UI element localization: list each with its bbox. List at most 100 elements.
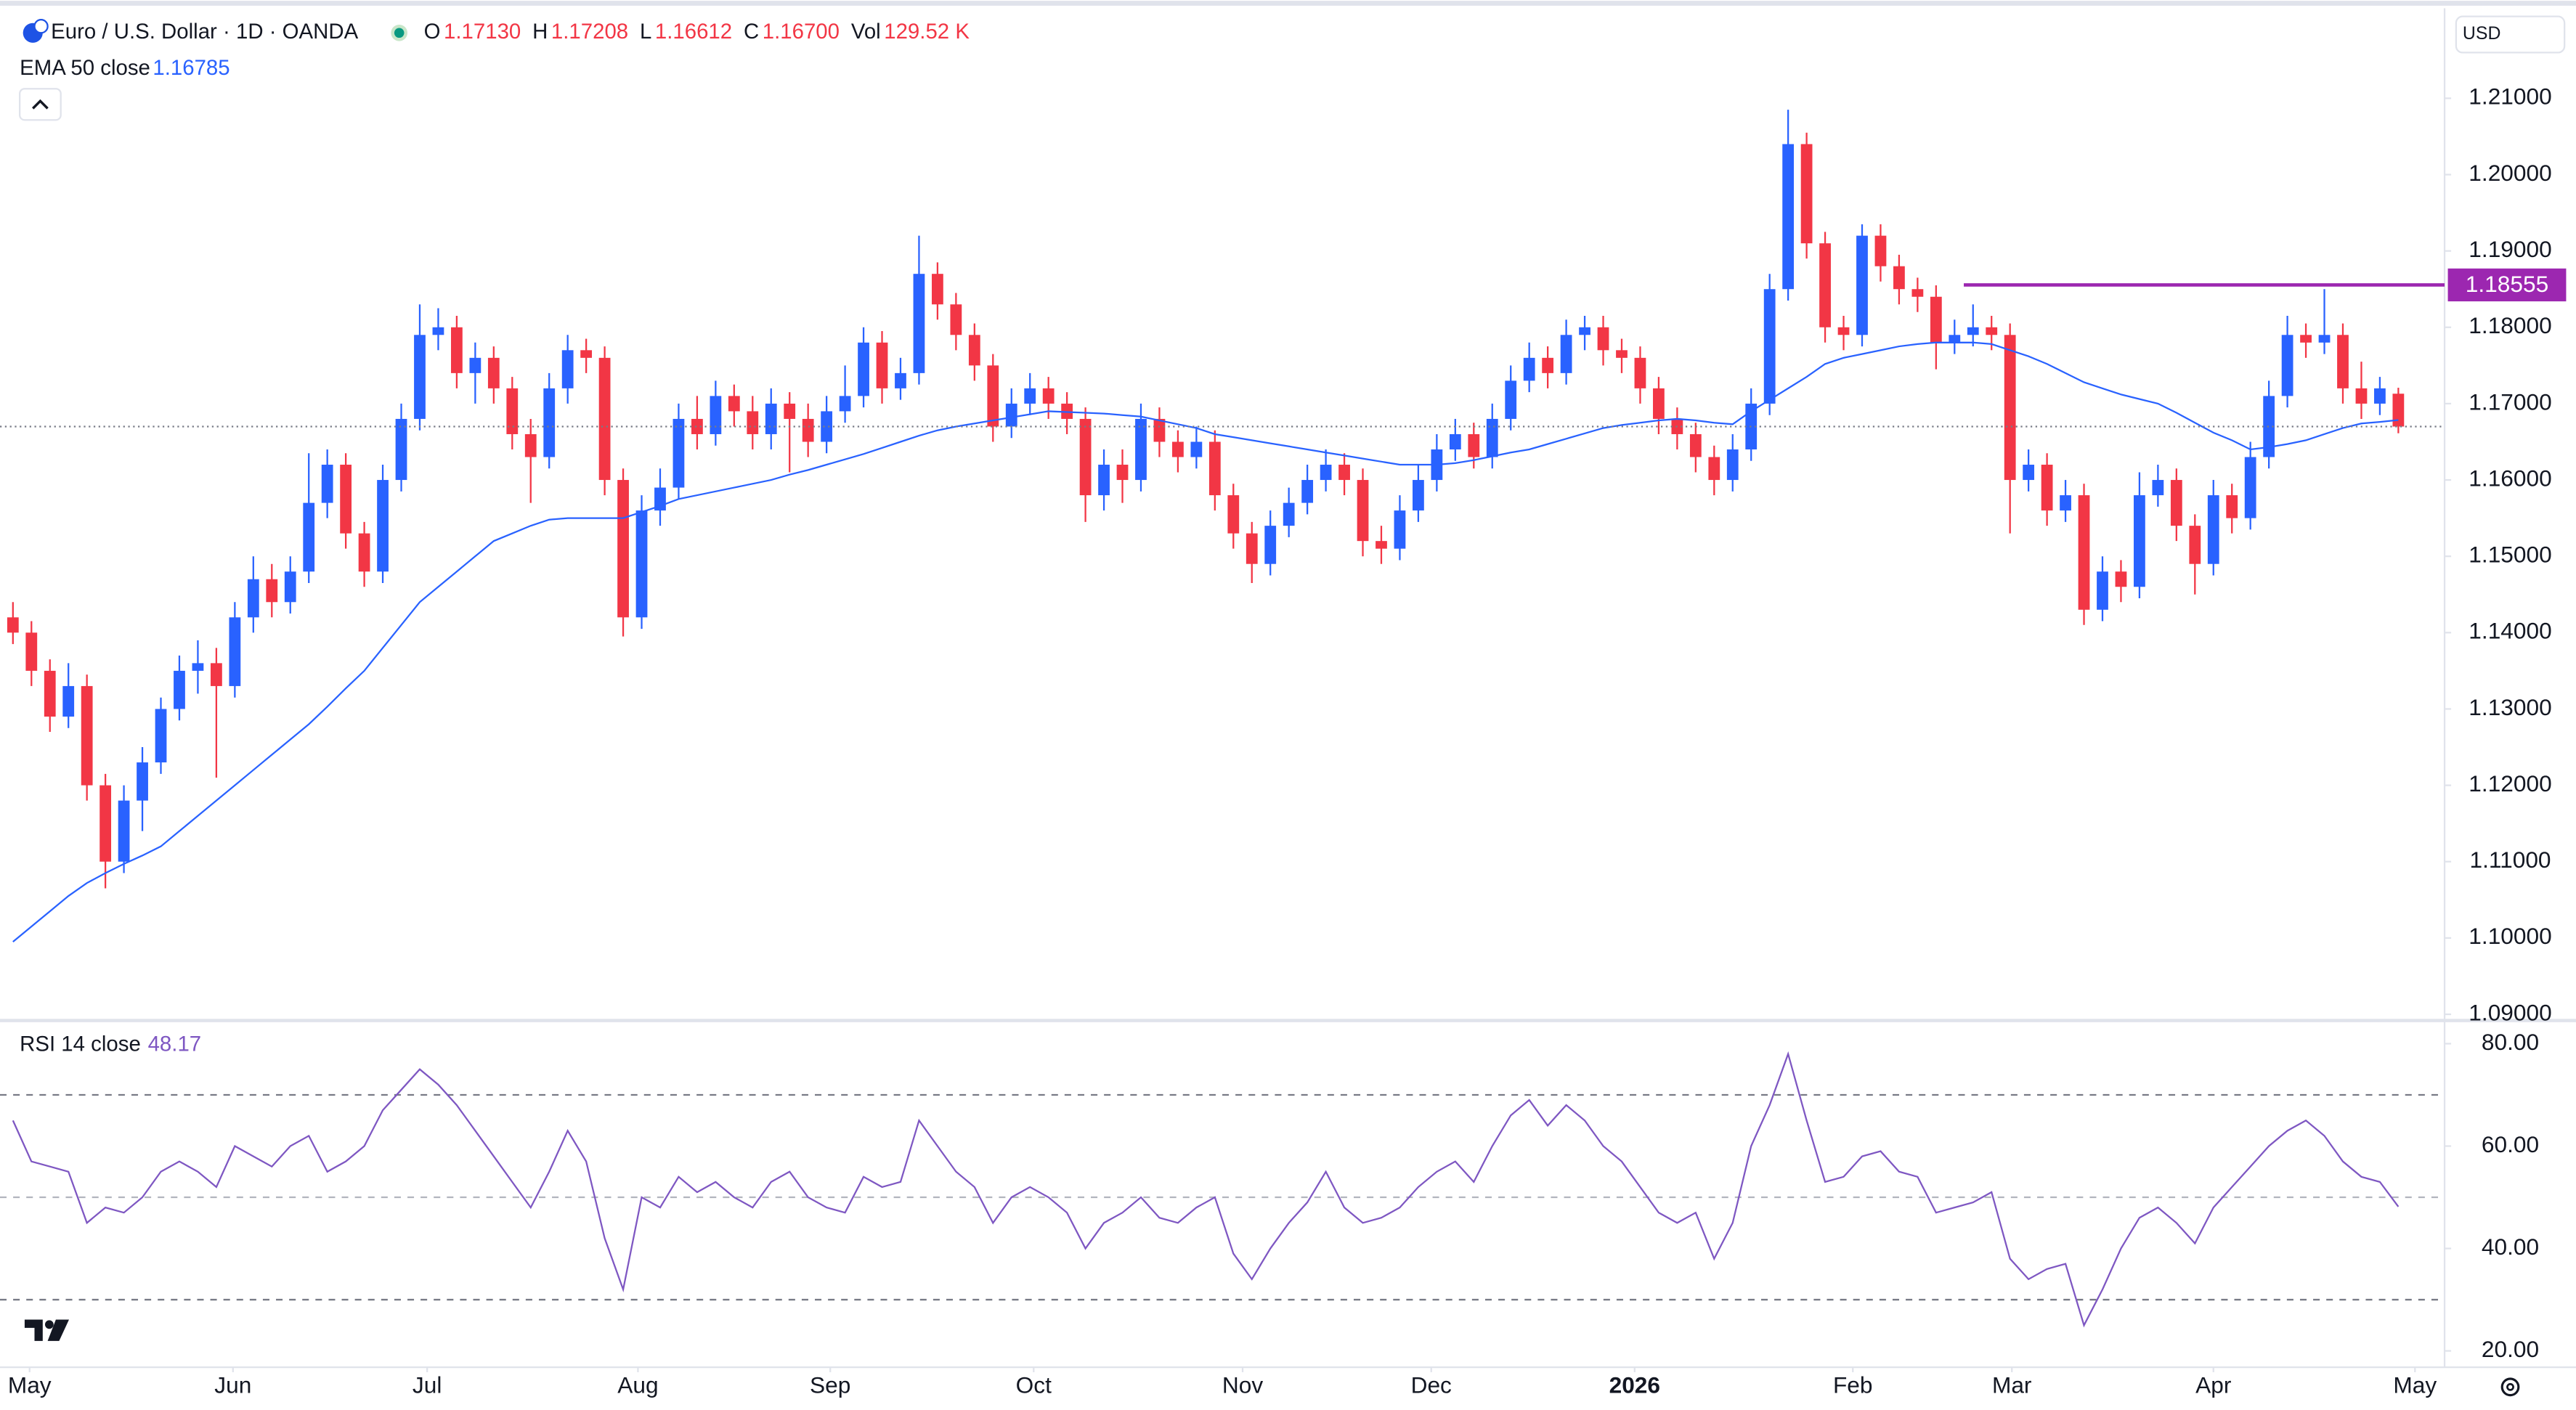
- candle-body: [839, 396, 851, 412]
- rsi-pane: 80.00 60.00 40.00 20.00: [0, 1029, 2539, 1362]
- candle-body: [895, 372, 906, 388]
- x-tick-label: Jun: [214, 1372, 251, 1398]
- currency-button[interactable]: USD: [2455, 15, 2566, 54]
- y-tick-label: 1.15000: [2469, 542, 2551, 568]
- candle-body: [1301, 480, 1314, 503]
- candle-body: [99, 785, 112, 862]
- x-tick-label: May: [2393, 1372, 2437, 1398]
- market-status-dot: [394, 28, 405, 38]
- candle-body: [25, 632, 38, 671]
- candle-body: [950, 304, 962, 335]
- candle-body: [2189, 526, 2201, 564]
- collapse-button-box[interactable]: [19, 88, 62, 121]
- candle-body: [1819, 243, 1831, 327]
- ohlc-field-label: C: [744, 20, 759, 44]
- candle-body: [266, 579, 278, 603]
- candle-body: [561, 350, 574, 388]
- candle-body: [1153, 418, 1166, 442]
- candle-body: [858, 342, 869, 396]
- y-tick-label: 1.13000: [2469, 694, 2551, 720]
- level-label-box: [2447, 268, 2567, 302]
- candle-body: [2318, 335, 2331, 343]
- candle-body: [691, 418, 703, 434]
- candle-body: [1190, 441, 1203, 457]
- y-tick-label: 80.00: [2482, 1029, 2539, 1055]
- candle-body: [1893, 266, 1905, 290]
- candle-body: [765, 403, 777, 434]
- candle-body: [1800, 144, 1813, 244]
- candle-body: [284, 571, 296, 603]
- logo-part[interactable]: [44, 1320, 54, 1329]
- currency-button-box[interactable]: [2455, 15, 2566, 54]
- candle-body: [598, 357, 611, 481]
- candle-body: [1986, 327, 1998, 335]
- candle-body: [580, 350, 593, 358]
- candle-body: [1560, 335, 1572, 373]
- candle-body: [1098, 465, 1110, 496]
- ema-label: EMA 50 close: [20, 56, 150, 80]
- y-tick-label: 1.20000: [2469, 160, 2551, 186]
- price-pane: 1.21000 1.20000 1.19000 1.18000 1.17000 1.160…: [0, 83, 2567, 1025]
- x-tick-label: Nov: [1222, 1372, 1263, 1398]
- candle-body: [2115, 571, 2127, 587]
- candle-body: [2023, 465, 2035, 481]
- settings-gear[interactable]: [2500, 1377, 2520, 1397]
- candle-body: [414, 335, 426, 419]
- candle-body: [913, 274, 925, 373]
- settings-button[interactable]: [2500, 1377, 2520, 1397]
- candle-body: [1449, 433, 1461, 449]
- y-tick-label: 1.18000: [2469, 312, 2551, 338]
- candle-body: [635, 510, 648, 618]
- candle-body: [1486, 418, 1498, 457]
- ohlc-field-value: 1.17130: [444, 20, 521, 44]
- candle-body: [1911, 289, 1924, 297]
- candle-body: [1763, 289, 1776, 404]
- candle-body: [987, 365, 999, 427]
- candle-body: [1653, 388, 1665, 419]
- collapse-button[interactable]: [19, 88, 62, 121]
- candle-body: [2337, 335, 2349, 388]
- candle-body: [1283, 502, 1295, 526]
- candle-body: [192, 663, 204, 671]
- candle-body: [747, 411, 759, 434]
- candle-body: [2226, 495, 2238, 518]
- candle-body: [44, 670, 56, 717]
- candle-body: [118, 800, 130, 862]
- candle-body: [1930, 296, 1942, 343]
- logo-part[interactable]: [24, 1319, 43, 1341]
- candle-body: [1634, 357, 1646, 388]
- rsi-value: 48.17: [148, 1032, 202, 1056]
- candle-body: [2097, 571, 2108, 610]
- candle-body: [229, 617, 241, 686]
- settings-gear-center[interactable]: [2506, 1382, 2514, 1391]
- ohlc-field-label: H: [532, 20, 548, 44]
- y-tick-label: 1.19000: [2469, 236, 2551, 262]
- candle-body: [211, 663, 222, 686]
- currency-label[interactable]: USD: [2463, 23, 2501, 44]
- candle-body: [321, 465, 333, 503]
- candle-body: [2207, 495, 2219, 564]
- ema-value: 1.16785: [153, 56, 229, 80]
- candle-body: [2152, 480, 2164, 496]
- rsi-label: RSI 14 close: [20, 1032, 141, 1056]
- candle-body: [1708, 457, 1720, 481]
- level-label: 1.18555: [2466, 271, 2548, 297]
- candle-body: [432, 327, 444, 335]
- candle-body: [2355, 388, 2368, 404]
- candle-body: [1616, 350, 1628, 358]
- ohlc-field-label: Vol: [851, 20, 881, 44]
- candle-body: [2170, 480, 2182, 526]
- candle-body: [1523, 357, 1535, 381]
- candle-body: [784, 403, 796, 419]
- logo-part[interactable]: [47, 1319, 70, 1341]
- collapse-arrow[interactable]: [32, 99, 49, 110]
- tradingview-logo[interactable]: [24, 1319, 70, 1341]
- candle-body: [303, 502, 315, 572]
- x-tick-label: 2026: [1609, 1372, 1660, 1398]
- candle-body: [673, 418, 685, 488]
- x-tick-label: Jul: [413, 1372, 442, 1398]
- candle-body: [1246, 533, 1258, 564]
- candle-body: [62, 685, 75, 717]
